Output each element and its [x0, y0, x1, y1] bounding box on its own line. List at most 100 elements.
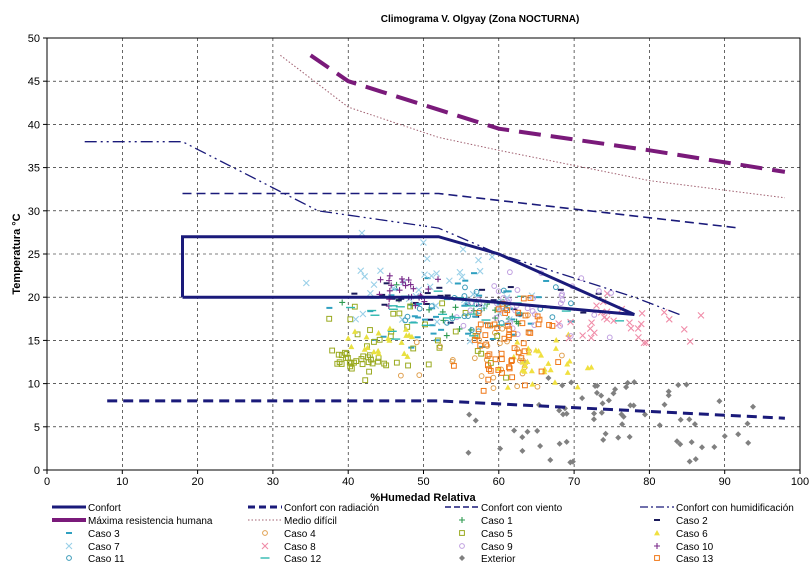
data-point	[357, 267, 365, 275]
data-point	[529, 381, 536, 387]
data-point	[386, 287, 393, 294]
data-point	[640, 339, 648, 347]
data-point	[495, 306, 502, 313]
legend-entry: Caso 9	[459, 542, 513, 553]
legend-marker	[459, 543, 465, 549]
data-point	[563, 438, 570, 445]
data-point	[476, 294, 483, 297]
data-point	[591, 410, 598, 417]
data-point	[393, 281, 400, 288]
data-point	[439, 300, 446, 307]
y-tick-label: 30	[28, 206, 40, 218]
data-point	[556, 440, 563, 447]
data-point	[348, 343, 355, 350]
data-point	[390, 310, 397, 317]
data-point	[553, 337, 560, 343]
data-point	[352, 315, 360, 323]
data-point	[624, 379, 631, 386]
chart-title: Climograma V. Olgyay (Zona NOCTURNA)	[381, 14, 580, 25]
scatter-series	[302, 229, 536, 345]
data-point	[543, 279, 550, 282]
x-tick-label: 40	[342, 476, 354, 488]
data-point	[499, 370, 505, 376]
legend-entry: Caso 11	[66, 554, 125, 564]
data-point	[521, 368, 528, 374]
legend-marker	[261, 542, 269, 550]
data-point	[534, 313, 541, 320]
y-tick-label: 5	[34, 422, 40, 434]
data-point	[424, 292, 431, 295]
data-point	[688, 439, 695, 446]
data-point	[484, 362, 491, 369]
zone-line	[107, 399, 785, 420]
data-point	[638, 310, 646, 317]
data-point	[377, 267, 384, 275]
data-point	[519, 434, 526, 441]
data-point	[421, 271, 428, 278]
data-point	[564, 369, 571, 375]
data-point	[559, 382, 566, 389]
data-point	[413, 339, 420, 346]
data-point	[527, 295, 534, 301]
plot-frame	[46, 37, 801, 471]
data-point	[425, 361, 432, 368]
data-point	[552, 345, 559, 351]
data-point	[484, 343, 491, 349]
data-point	[559, 297, 566, 304]
data-point	[488, 253, 496, 261]
data-point	[433, 339, 440, 342]
data-point	[506, 316, 513, 323]
data-point	[495, 367, 502, 373]
data-point	[371, 339, 377, 345]
data-point	[477, 342, 484, 349]
data-point	[493, 314, 500, 321]
data-point	[364, 344, 371, 351]
y-tick-label: 10	[28, 379, 40, 391]
data-point	[519, 320, 526, 327]
data-point	[388, 282, 395, 289]
data-point	[506, 365, 513, 372]
data-point	[627, 324, 635, 332]
data-point	[334, 360, 341, 367]
data-point	[598, 392, 605, 399]
data-point	[677, 416, 684, 423]
data-point	[494, 325, 501, 331]
scatter-points	[302, 229, 756, 466]
legend-label: Caso 2	[676, 516, 708, 527]
data-point	[522, 361, 529, 364]
zone-line	[182, 192, 740, 229]
data-point	[711, 443, 718, 450]
data-point	[500, 295, 507, 302]
data-point	[635, 333, 642, 341]
legend-marker	[65, 542, 73, 550]
legend-label: Caso 6	[676, 529, 708, 540]
y-tick-label: 35	[28, 163, 40, 175]
data-point	[627, 402, 634, 409]
legend-entry: Confort	[52, 503, 121, 514]
data-point	[358, 356, 365, 362]
data-point	[421, 298, 428, 305]
grid	[43, 37, 801, 474]
data-point	[361, 273, 369, 280]
legend-label: Confort con humidificación	[676, 503, 794, 514]
data-point	[686, 416, 693, 423]
scatter-series	[345, 325, 415, 359]
data-point	[692, 456, 699, 463]
legend-label: Caso 8	[284, 542, 316, 553]
data-point	[496, 340, 503, 347]
data-point	[399, 279, 406, 286]
x-tick-label: 20	[191, 476, 203, 488]
x-tick-label: 0	[44, 476, 50, 488]
data-point	[406, 332, 413, 338]
y-tick-label: 45	[28, 76, 40, 88]
data-point	[416, 372, 423, 379]
data-point	[552, 284, 559, 291]
legend-label: Caso 9	[481, 542, 513, 553]
data-point	[546, 322, 552, 328]
data-point	[366, 368, 372, 375]
data-point	[600, 436, 607, 443]
data-point	[395, 299, 402, 302]
legend-label: Caso 3	[88, 529, 120, 540]
data-point	[514, 339, 521, 345]
data-point	[402, 317, 409, 324]
